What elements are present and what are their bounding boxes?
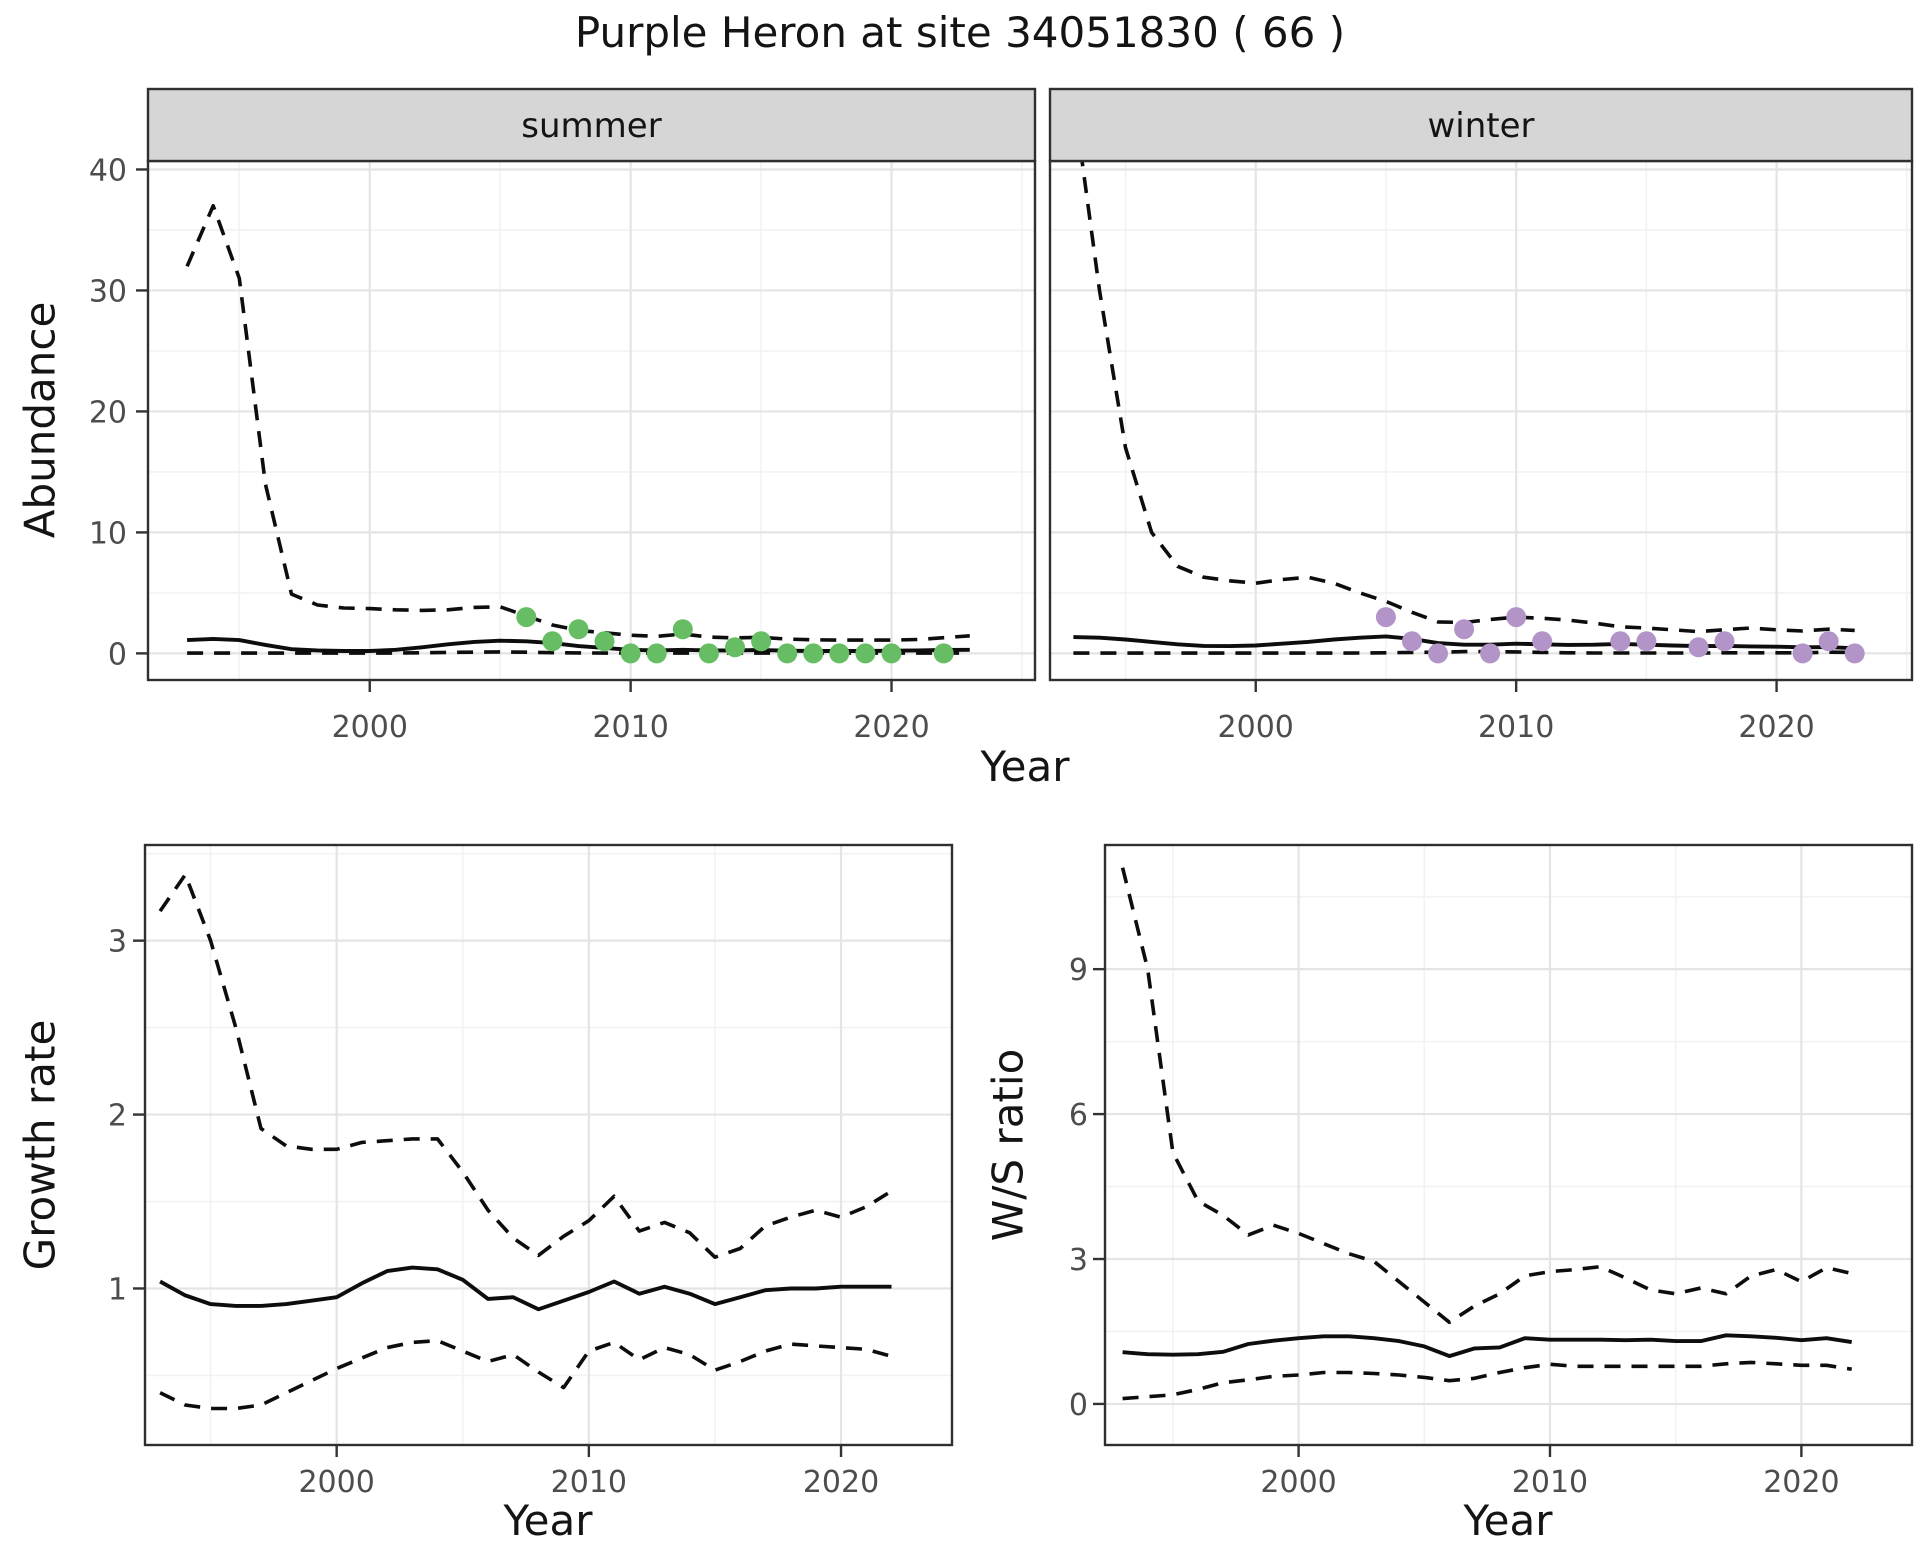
x-tick-label: 2010 xyxy=(1478,710,1554,745)
panel-border xyxy=(1103,843,1914,1447)
y-tick-label: 30 xyxy=(89,274,127,309)
facet-strip-label: summer xyxy=(521,106,661,146)
observed-point xyxy=(1844,643,1865,664)
observed-point xyxy=(1402,631,1422,652)
y-tick-label: 1 xyxy=(108,1272,127,1307)
x-tick-label: 2000 xyxy=(298,1465,374,1500)
series-layer xyxy=(1120,867,1853,1401)
y-tick-label: 2 xyxy=(108,1099,127,1134)
x-tick-label: 2020 xyxy=(1738,710,1814,745)
x-tick-label: 2000 xyxy=(1260,1465,1336,1500)
x-tick-label: 2020 xyxy=(853,710,929,745)
panel-border xyxy=(143,843,954,1447)
observed-point xyxy=(933,643,954,664)
x-tick-label: 2000 xyxy=(332,710,408,745)
series-layer xyxy=(185,204,970,664)
x-axis-title-year-top: Year xyxy=(980,742,1070,791)
y-tick-label: 3 xyxy=(108,925,127,960)
panel-ws-ratio: 2000 2010 2020 0 3 6 9 xyxy=(1069,843,1914,1500)
observed-point xyxy=(1454,619,1475,640)
growth-rate-lower_95ci-line xyxy=(159,1338,892,1411)
observed-point xyxy=(1506,607,1527,628)
panel-abundance-summer: summer 2000 2010 2020 0 10 20 30 40 xyxy=(89,87,1037,745)
observed-point xyxy=(568,619,589,640)
observed-point xyxy=(829,643,850,664)
observed-point xyxy=(1792,643,1813,664)
observed-point xyxy=(542,631,563,652)
observed-point xyxy=(725,637,745,658)
x-tick-label: 2020 xyxy=(1763,1465,1839,1500)
series-layer xyxy=(1073,161,1865,664)
y-tick-label: 10 xyxy=(89,516,127,551)
observed-point xyxy=(1688,637,1709,658)
observed-point xyxy=(1818,631,1839,652)
x-tick-label: 2010 xyxy=(1512,1465,1588,1500)
abundance-winter-observed_counts xyxy=(1375,607,1865,664)
observed-point xyxy=(594,631,615,652)
y-tick-label: 0 xyxy=(108,637,127,672)
y-axis-title-growth-rate: Growth rate xyxy=(15,1019,65,1271)
panel-background xyxy=(1050,161,1912,680)
x-axis-title-year-bottom-right: Year xyxy=(1463,1496,1553,1545)
observed-point xyxy=(620,643,641,664)
facet-strip-summer xyxy=(146,87,1037,163)
ws-ratio-model_mean-line xyxy=(1122,1333,1852,1359)
observed-point xyxy=(1636,631,1657,652)
y-axis-title-ws-ratio: W/S ratio xyxy=(983,1048,1033,1242)
x-tick-label: 2020 xyxy=(803,1465,879,1500)
observed-point xyxy=(1610,631,1631,652)
facet-strip-winter xyxy=(1048,87,1914,163)
panel-background xyxy=(1105,845,1912,1445)
growth-rate-model_mean-line xyxy=(159,1265,892,1312)
observed-point xyxy=(1532,631,1553,652)
observed-point xyxy=(881,643,902,664)
y-tick-label: 6 xyxy=(1069,1098,1088,1133)
facet-strip-label: winter xyxy=(1427,106,1534,146)
plot-title: Purple Heron at site 34051830 ( 66 ) xyxy=(574,8,1346,57)
growth-rate-upper_95ci-line xyxy=(158,872,893,1259)
ws-ratio-upper_95ci-line xyxy=(1120,867,1853,1325)
observed-point xyxy=(672,619,693,640)
series-layer xyxy=(158,872,893,1411)
y-tick-label: 0 xyxy=(1069,1388,1088,1423)
x-tick-label: 2010 xyxy=(551,1465,627,1500)
observed-point xyxy=(1714,631,1735,652)
observed-point xyxy=(803,643,824,664)
observed-point xyxy=(516,607,537,628)
x-tick-label: 2000 xyxy=(1218,710,1294,745)
observed-point xyxy=(1428,643,1448,664)
observed-point xyxy=(698,643,719,664)
observed-point xyxy=(777,643,798,664)
x-axis-title-year-bottom-left: Year xyxy=(503,1496,593,1545)
observed-point xyxy=(751,631,772,652)
y-tick-label: 20 xyxy=(89,395,127,430)
abundance-summer-observed_counts xyxy=(516,607,954,664)
y-tick-label: 3 xyxy=(1069,1243,1088,1278)
observed-point xyxy=(1375,607,1396,628)
panel-background xyxy=(145,845,952,1445)
y-axis-title-abundance: Abundance xyxy=(15,301,65,539)
observed-point xyxy=(855,643,876,664)
y-tick-label: 40 xyxy=(89,153,127,188)
observed-point xyxy=(1480,643,1501,664)
x-tick-label: 2010 xyxy=(592,710,668,745)
observed-point xyxy=(646,643,667,664)
panel-growth-rate: 2000 2010 2020 1 2 3 xyxy=(108,843,954,1500)
panel-abundance-winter: winter 2000 2010 2020 xyxy=(1048,87,1914,745)
ws-ratio-lower_95ci-line xyxy=(1122,1360,1852,1401)
y-tick-label: 9 xyxy=(1069,953,1088,988)
abundance-winter-lower_95ci-line xyxy=(1073,649,1855,655)
panel-background xyxy=(148,161,1035,680)
